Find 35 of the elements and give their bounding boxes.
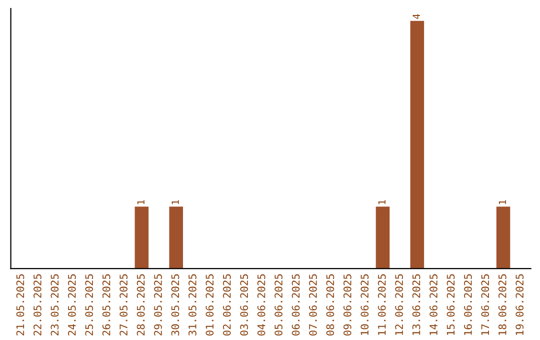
data-label: 1 bbox=[378, 200, 386, 204]
data-label: 1 bbox=[172, 200, 179, 204]
x-tick-label: 29.05.2025 bbox=[154, 274, 162, 336]
x-tick-label: 07.06.2025 bbox=[309, 274, 317, 336]
x-tick-label: 31.05.2025 bbox=[188, 274, 196, 336]
data-label: 1 bbox=[137, 200, 144, 204]
x-tick-label: 04.06.2025 bbox=[257, 274, 266, 336]
x-tick-label: 17.06.2025 bbox=[481, 274, 490, 335]
x-tick-label: 02.06.2025 bbox=[222, 274, 231, 336]
x-tick-label: 06.06.2025 bbox=[292, 274, 300, 336]
x-tick-label: 09.06.2025 bbox=[343, 274, 352, 336]
x-tick-label: 25.05.2025 bbox=[85, 274, 94, 336]
x-tick-label: 03.06.2025 bbox=[240, 274, 248, 336]
x-tick-label: 19.06.2025 bbox=[516, 274, 524, 335]
x-tick-label: 13.06.2025 bbox=[412, 274, 420, 335]
x-tick-label: 18.06.2025 bbox=[498, 274, 506, 335]
x-tick-label: 24.05.2025 bbox=[68, 274, 76, 336]
x-tick-label: 22.05.2025 bbox=[34, 274, 42, 336]
x-tick-label: 27.05.2025 bbox=[120, 274, 128, 336]
x-tick-label: 08.06.2025 bbox=[326, 274, 334, 336]
x-tick-label: 28.05.2025 bbox=[136, 274, 145, 336]
data-label: 4 bbox=[412, 14, 420, 20]
x-tick-label: 16.06.2025 bbox=[464, 274, 472, 335]
x-tick-label: 30.05.2025 bbox=[171, 274, 180, 336]
x-tick-label: 12.06.2025 bbox=[395, 274, 404, 335]
x-tick-label: 10.06.2025 bbox=[360, 274, 369, 335]
data-label: 1 bbox=[498, 200, 506, 204]
x-tick-label: 23.05.2025 bbox=[50, 274, 59, 336]
x-tick-label: 21.05.2025 bbox=[16, 274, 24, 336]
x-tick-label: 01.06.2025 bbox=[206, 274, 214, 336]
x-tick-label: 15.06.2025 bbox=[446, 274, 455, 335]
x-tick-label: 26.05.2025 bbox=[102, 274, 110, 336]
x-tick-label: 05.06.2025 bbox=[274, 274, 282, 336]
x-tick-label: 14.06.2025 bbox=[430, 274, 438, 335]
x-tick-label: 11.06.2025 bbox=[378, 274, 386, 335]
